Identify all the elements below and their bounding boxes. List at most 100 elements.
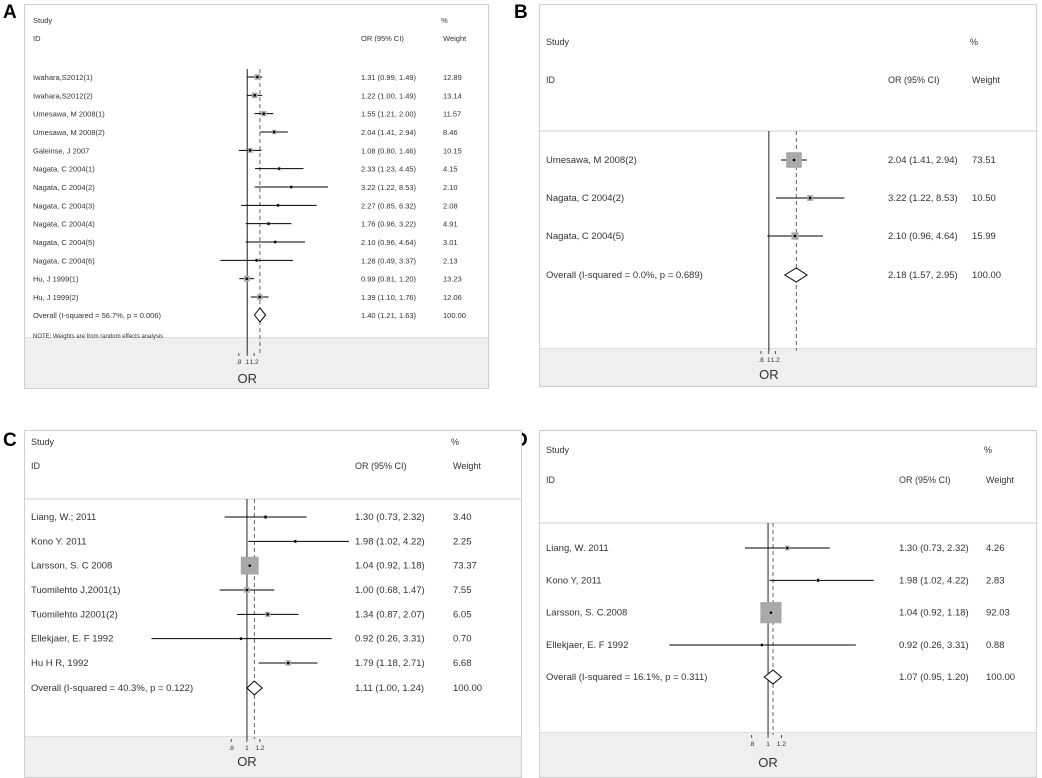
study-label: Ellekjaer, E. F 1992: [546, 640, 628, 651]
x-axis-label: OR: [237, 754, 256, 769]
study-label: Ellekjaer, E. F 1992: [31, 634, 113, 645]
or-ci-value: 3.22 (1.22, 8.53): [888, 193, 958, 204]
or-ci-value: 1.55 (1.21, 2.00): [361, 110, 417, 119]
header-weight: Weight: [453, 461, 481, 471]
panel-label-b: B: [514, 2, 528, 23]
header-percent: %: [451, 437, 459, 447]
study-label: Tuomilehto J,2001(1): [31, 585, 120, 596]
tick-label: .8: [758, 357, 764, 364]
point-estimate: [264, 515, 267, 519]
or-ci-value: 0.92 (0.26, 3.31): [355, 634, 425, 645]
study-label: Iwahara,S2012(1): [33, 73, 93, 82]
or-ci-value: 1.22 (1.00, 1.49): [361, 91, 417, 100]
forest-plot-b: Study% ID OR (95% CI) Weight Umesawa, M 2008…: [539, 4, 1037, 387]
forest-plot-canvas: Study % ID OR (95% CI) Weight Liang, W. 2011 1…: [540, 445, 1036, 770]
tick-label: 1: [245, 745, 249, 752]
weight-value: 3.40: [453, 512, 472, 523]
or-ci-value: 2.10 (0.96, 4.64): [361, 238, 417, 247]
header-or-ci: OR (95% CI): [355, 461, 407, 471]
study-label: Kono Y. 2011: [31, 536, 86, 547]
header-id: ID: [546, 75, 556, 85]
weight-value: 0.70: [453, 634, 472, 645]
weight-value: 6.68: [453, 658, 472, 669]
tick-label: .8: [228, 745, 234, 752]
point-estimate: [277, 167, 281, 170]
or-ci-value: 2.33 (1.23, 4.45): [361, 165, 417, 174]
overall-diamond: [246, 680, 263, 696]
study-label: Nagata, C 2004(4): [33, 220, 95, 229]
or-ci-value: 1.79 (1.18, 2.71): [355, 658, 425, 669]
study-label: Umesawa, M 2008(1): [33, 110, 105, 119]
weight-value: 2.08: [443, 201, 458, 210]
or-ci-value: 0.99 (0.81, 1.20): [361, 275, 417, 284]
point-estimate: [248, 149, 252, 152]
point-estimate: [266, 613, 269, 616]
header-id: ID: [546, 475, 556, 485]
forest-plot-canvas: Study % ID OR (95% CI) Weight Iwahara,S2012(1…: [33, 16, 467, 386]
header-percent: %: [970, 37, 978, 47]
weight-value: 12.06: [443, 293, 462, 302]
or-ci-value: 1.28 (0.49, 3.37): [361, 256, 417, 265]
overall-label: Overall (I-squared = 0.0%, p = 0.689): [546, 270, 703, 281]
point-estimate: [253, 94, 257, 97]
or-ci-value: 1.98 (1.02, 4.22): [899, 575, 969, 586]
forest-plot-canvas: Study % ID OR (95% CI) Weight Liang, W.; 2011…: [25, 437, 521, 769]
overall-diamond: [253, 307, 267, 323]
study-label: Umesawa, M 2008(2): [33, 128, 105, 137]
point-estimate: [816, 579, 820, 582]
weight-value: 2.10: [443, 183, 458, 192]
point-estimate: [793, 234, 797, 238]
header-study: Study: [546, 445, 570, 455]
overall-weight: 100.00: [972, 270, 1001, 281]
or-ci-value: 1.00 (0.68, 1.47): [355, 585, 425, 596]
overall-label: Overall (I-squared = 40.3%, p = 0.122): [31, 683, 193, 694]
study-label: Hu, J 1999(2): [33, 293, 79, 302]
or-ci-value: 1.08 (0.80, 1.46): [361, 146, 417, 155]
weight-value: 7.55: [453, 585, 472, 596]
study-label: Nagata, C 2004(1): [33, 165, 95, 174]
or-ci-value: 1.98 (1.02, 4.22): [355, 536, 425, 547]
study-label: Nagata, C 2004(5): [546, 231, 624, 242]
study-label: Nagata, C 2004(3): [33, 201, 95, 210]
weight-value: 4.26: [986, 543, 1005, 554]
point-estimate: [276, 204, 280, 207]
axis-band: [25, 337, 488, 388]
overall-diamond: [763, 669, 783, 685]
point-estimate: [272, 130, 276, 134]
axis-band: [25, 736, 521, 777]
header-weight: Weight: [443, 34, 467, 43]
study-label: Nagata, C 2004(2): [33, 183, 95, 192]
or-ci-value: 1.04 (0.92, 1.18): [899, 608, 969, 619]
study-label: Larsson, S. C 2008: [31, 561, 112, 572]
header-weight: Weight: [972, 75, 1000, 85]
tick-label: 1.2: [250, 359, 259, 366]
weight-value: 2.25: [453, 536, 472, 547]
or-ci-value: 1.04 (0.92, 1.18): [355, 561, 425, 572]
axis-band: [540, 348, 1036, 386]
tick-label: 1: [767, 357, 771, 364]
tick-label: 1: [766, 741, 770, 748]
overall-label: Overall (I-squared = 56.7%, p = 0.006): [33, 311, 161, 320]
point-estimate: [255, 259, 258, 262]
weight-value: 2.13: [443, 256, 458, 265]
forest-plot-a: Study% ID OR (95% CI) Weight Iwahara,S2012(1…: [24, 4, 489, 389]
tick-label: 1.2: [777, 741, 786, 748]
tick-label: 1.2: [255, 745, 264, 752]
overall-weight: 100.00: [986, 672, 1015, 683]
overall-weight: 100.00: [453, 683, 482, 694]
point-estimate: [760, 643, 764, 647]
study-label: Tuomilehto J2001(2): [31, 609, 118, 620]
weight-value: 4.15: [443, 165, 458, 174]
or-ci-value: 0.92 (0.26, 3.31): [899, 640, 969, 651]
tick-label: .8: [749, 741, 755, 748]
or-ci-value: 2.04 (1.41, 2.94): [361, 128, 417, 137]
study-label: Liang, W.; 2011: [31, 512, 96, 523]
point-estimate: [786, 546, 789, 550]
or-ci-value: 2.04 (1.41, 2.94): [888, 155, 958, 166]
forest-plot-canvas: Study % ID OR (95% CI) Weight Umesawa, M 2008…: [540, 37, 1036, 382]
point-estimate: [245, 277, 249, 280]
or-ci-value: 2.10 (0.96, 4.64): [888, 231, 958, 242]
point-estimate: [273, 240, 277, 244]
tick-label: .8: [236, 359, 242, 366]
forest-plot-c: Study% ID OR (95% CI) Weight Liang, W.; 2011…: [24, 430, 522, 778]
